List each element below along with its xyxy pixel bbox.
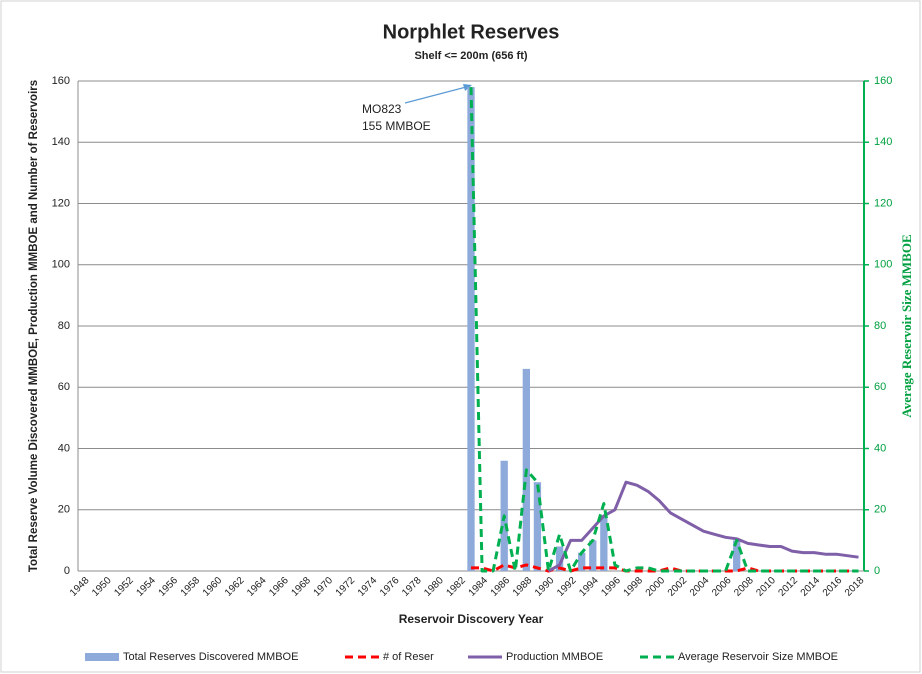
y2-tick-label: 160 [874,75,892,87]
x-axis-title: Reservoir Discovery Year [399,612,544,626]
bar [733,540,741,571]
y2-axis-title: Average Reservoir Size MMBOE [899,234,914,417]
legend-label: Average Reservoir Size MMBOE [678,651,838,663]
annotation: 155 MMBOE [362,119,431,133]
y2-tick-label: 100 [874,259,892,271]
y-tick-label: 20 [58,504,70,516]
y2-tick-label: 0 [874,565,880,577]
legend-label: # of Reser [383,651,434,663]
bar [555,546,564,571]
chart-subtitle: Shelf <= 200m (656 ft) [414,50,527,62]
annotation: MO823 [362,102,402,116]
y-tick-label: 140 [52,136,70,148]
y-tick-label: 40 [58,442,70,454]
y-axis-title: Total Reserve Volume Discovered MMBOE, P… [28,80,40,572]
bar [467,87,475,571]
annotation-arrow [404,85,471,104]
y2-tick-label: 80 [874,320,886,332]
y2-tick-label: 140 [874,136,892,148]
chart-title: Norphlet Reserves [383,21,560,43]
y-tick-label: 160 [52,75,70,87]
bar [533,482,542,571]
bar [600,515,608,571]
bar [589,540,597,571]
y-tick-label: 120 [52,197,70,209]
y-tick-label: 0 [64,565,70,577]
y-tick-label: 100 [52,259,70,271]
line-series [469,87,859,573]
legend-label: Total Reserves Discovered MMBOE [123,651,298,663]
y2-tick-label: 20 [874,504,886,516]
y-tick-label: 60 [58,381,70,393]
legend-swatch [85,653,119,661]
y-tick-label: 80 [58,320,70,332]
legend-label: Production MMBOE [506,651,603,663]
y2-tick-label: 40 [874,442,886,454]
y2-tick-label: 120 [874,197,892,209]
bar [578,552,586,571]
y2-tick-label: 60 [874,381,886,393]
